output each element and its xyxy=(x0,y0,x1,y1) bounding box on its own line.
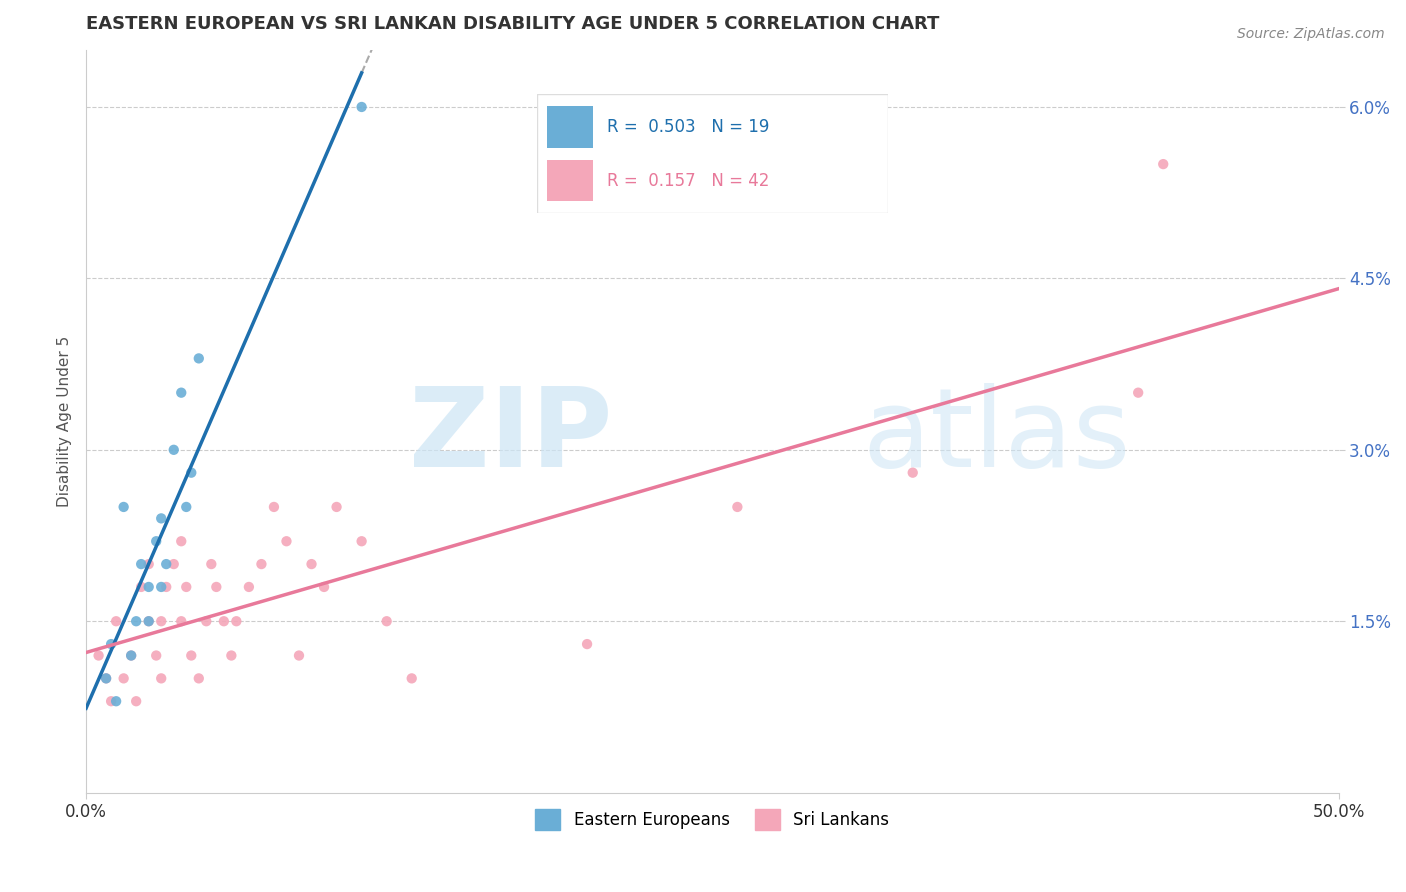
Point xyxy=(138,614,160,628)
Point xyxy=(112,672,135,686)
Point xyxy=(205,580,228,594)
Point xyxy=(138,557,160,571)
Text: Source: ZipAtlas.com: Source: ZipAtlas.com xyxy=(1237,27,1385,41)
Point xyxy=(100,637,122,651)
Point xyxy=(125,614,148,628)
Point xyxy=(100,694,122,708)
Point xyxy=(375,614,398,628)
Point xyxy=(105,694,128,708)
Text: atlas: atlas xyxy=(863,383,1132,490)
Point xyxy=(263,500,285,514)
Point xyxy=(301,557,323,571)
Point xyxy=(250,557,273,571)
Point xyxy=(221,648,243,663)
Point xyxy=(576,637,599,651)
Point xyxy=(138,580,160,594)
Point xyxy=(170,385,193,400)
Point xyxy=(94,672,117,686)
Point xyxy=(94,672,117,686)
Point xyxy=(180,648,202,663)
Point xyxy=(170,534,193,549)
Point xyxy=(163,557,186,571)
Point xyxy=(350,534,373,549)
Point xyxy=(200,557,222,571)
Point xyxy=(312,580,335,594)
Point xyxy=(170,614,193,628)
Point xyxy=(155,580,177,594)
Point xyxy=(276,534,298,549)
Point xyxy=(174,580,197,594)
Point xyxy=(401,672,423,686)
Point xyxy=(105,614,128,628)
Point xyxy=(180,466,202,480)
Point xyxy=(150,614,173,628)
Point xyxy=(1128,385,1150,400)
Point xyxy=(120,648,142,663)
Point xyxy=(125,694,148,708)
Point xyxy=(112,500,135,514)
Point xyxy=(129,557,152,571)
Point xyxy=(150,580,173,594)
Point xyxy=(187,351,209,366)
Point xyxy=(163,442,186,457)
Point xyxy=(155,557,177,571)
Point xyxy=(238,580,260,594)
Point xyxy=(225,614,247,628)
Point xyxy=(901,466,924,480)
Point xyxy=(1152,157,1174,171)
Point xyxy=(187,672,209,686)
Point xyxy=(138,614,160,628)
Point xyxy=(725,500,748,514)
Point xyxy=(129,580,152,594)
Y-axis label: Disability Age Under 5: Disability Age Under 5 xyxy=(58,335,72,507)
Point xyxy=(150,672,173,686)
Text: EASTERN EUROPEAN VS SRI LANKAN DISABILITY AGE UNDER 5 CORRELATION CHART: EASTERN EUROPEAN VS SRI LANKAN DISABILIT… xyxy=(86,15,939,33)
Point xyxy=(195,614,218,628)
Point xyxy=(145,534,167,549)
Point xyxy=(325,500,347,514)
Point xyxy=(212,614,235,628)
Text: ZIP: ZIP xyxy=(409,383,612,490)
Point xyxy=(288,648,311,663)
Point xyxy=(350,100,373,114)
Point xyxy=(174,500,197,514)
Legend: Eastern Europeans, Sri Lankans: Eastern Europeans, Sri Lankans xyxy=(529,803,896,837)
Point xyxy=(150,511,173,525)
Point xyxy=(87,648,110,663)
Point xyxy=(145,648,167,663)
Point xyxy=(120,648,142,663)
